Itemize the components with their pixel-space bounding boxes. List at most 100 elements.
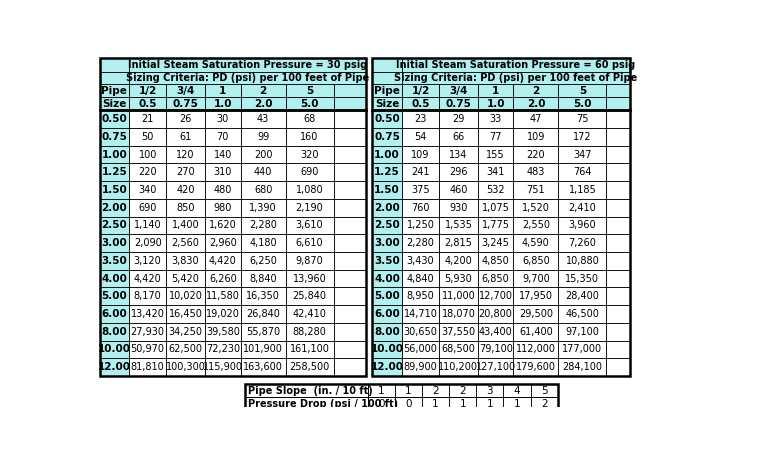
Bar — [372, 305, 402, 323]
Text: Initial Steam Saturation Pressure = 60 psig: Initial Steam Saturation Pressure = 60 p… — [396, 60, 635, 70]
Text: 690: 690 — [138, 203, 157, 213]
Bar — [129, 252, 166, 270]
Bar — [286, 305, 334, 323]
Bar — [100, 305, 129, 323]
Text: 100: 100 — [138, 149, 157, 159]
Bar — [402, 270, 439, 287]
Bar — [558, 97, 607, 110]
Text: Size: Size — [375, 99, 399, 109]
Bar — [166, 181, 205, 199]
Text: 420: 420 — [176, 185, 195, 195]
Bar — [439, 234, 478, 252]
Bar — [372, 199, 402, 217]
Bar — [205, 199, 241, 217]
Text: 4,180: 4,180 — [249, 238, 277, 248]
Bar — [449, 383, 476, 398]
Bar — [478, 358, 513, 376]
Text: 375: 375 — [411, 185, 430, 195]
Bar — [129, 305, 166, 323]
Text: Pipe: Pipe — [101, 85, 127, 96]
Bar — [422, 383, 449, 398]
Text: 8.00: 8.00 — [101, 327, 127, 337]
Text: 0.50: 0.50 — [374, 114, 400, 124]
Bar — [205, 97, 241, 110]
Text: 81,810: 81,810 — [130, 362, 164, 372]
Bar — [478, 270, 513, 287]
Bar — [513, 340, 558, 358]
Bar — [402, 181, 439, 199]
Bar — [129, 146, 166, 164]
Bar — [558, 287, 607, 305]
Bar — [100, 199, 129, 217]
Bar — [334, 323, 366, 340]
Bar — [100, 164, 129, 181]
Bar — [513, 217, 558, 234]
Text: 12.00: 12.00 — [371, 362, 404, 372]
Bar — [607, 234, 630, 252]
Text: 1,620: 1,620 — [209, 220, 237, 230]
Text: 72,230: 72,230 — [206, 345, 240, 354]
Text: 77: 77 — [489, 132, 502, 142]
Bar — [478, 323, 513, 340]
Bar — [100, 340, 129, 358]
Bar — [286, 217, 334, 234]
Text: 1.25: 1.25 — [374, 167, 400, 177]
Text: 160: 160 — [300, 132, 319, 142]
Bar — [439, 97, 478, 110]
Text: 4,590: 4,590 — [522, 238, 550, 248]
Text: 10,880: 10,880 — [566, 256, 599, 266]
Bar — [439, 252, 478, 270]
Text: 5.00: 5.00 — [374, 291, 400, 301]
Text: 79,100: 79,100 — [479, 345, 513, 354]
Text: 18,070: 18,070 — [442, 309, 476, 319]
Bar — [100, 146, 129, 164]
Bar — [334, 234, 366, 252]
Bar — [129, 340, 166, 358]
Text: 3: 3 — [486, 386, 493, 396]
Text: 6,610: 6,610 — [296, 238, 323, 248]
Text: 134: 134 — [449, 149, 468, 159]
Text: 3,120: 3,120 — [134, 256, 161, 266]
Bar — [478, 252, 513, 270]
Bar — [372, 252, 402, 270]
Text: 1: 1 — [405, 386, 411, 396]
Bar — [394, 383, 422, 398]
Text: 220: 220 — [527, 149, 545, 159]
Bar — [334, 84, 366, 97]
Text: 5: 5 — [306, 85, 313, 96]
Text: 2.0: 2.0 — [527, 99, 545, 109]
Bar — [286, 340, 334, 358]
Bar — [166, 252, 205, 270]
Bar — [129, 199, 166, 217]
Bar — [402, 84, 439, 97]
Bar — [100, 234, 129, 252]
Bar — [166, 234, 205, 252]
Text: 6,850: 6,850 — [482, 274, 510, 283]
Bar — [241, 199, 286, 217]
Bar — [166, 128, 205, 146]
Text: 2: 2 — [540, 399, 547, 409]
Text: 3/4: 3/4 — [177, 85, 195, 96]
Bar — [478, 164, 513, 181]
Text: 1,075: 1,075 — [482, 203, 510, 213]
Text: 440: 440 — [254, 167, 273, 177]
Text: 760: 760 — [411, 203, 430, 213]
Bar — [100, 252, 129, 270]
Text: 1: 1 — [378, 386, 384, 396]
Text: 99: 99 — [257, 132, 269, 142]
Bar — [513, 110, 558, 128]
Bar — [205, 305, 241, 323]
Text: 115,900: 115,900 — [203, 362, 243, 372]
Text: 2.00: 2.00 — [101, 203, 127, 213]
Bar — [100, 84, 129, 97]
Bar — [402, 323, 439, 340]
Bar — [402, 58, 630, 72]
Text: 56,000: 56,000 — [404, 345, 438, 354]
Bar — [372, 58, 630, 376]
Bar — [513, 164, 558, 181]
Text: 3,245: 3,245 — [482, 238, 510, 248]
Text: 2: 2 — [459, 386, 466, 396]
Bar — [439, 217, 478, 234]
Text: 850: 850 — [176, 203, 195, 213]
Text: 16,350: 16,350 — [246, 291, 280, 301]
